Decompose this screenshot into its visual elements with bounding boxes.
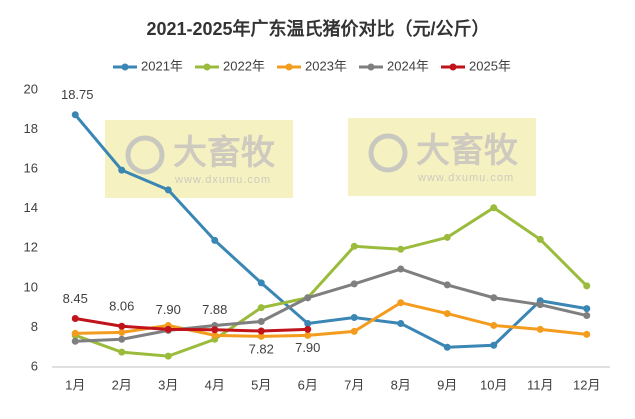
data-point — [583, 282, 591, 290]
data-point — [350, 327, 358, 335]
legend-label: 2021年 — [141, 58, 183, 73]
y-tick-label: 18 — [24, 121, 38, 136]
data-point — [211, 236, 219, 244]
legend-marker — [285, 63, 293, 71]
data-point — [164, 352, 172, 360]
x-tick-label: 4月 — [205, 377, 225, 392]
watermark-logo — [368, 133, 408, 173]
x-tick-label: 5月 — [251, 377, 271, 392]
legend-label: 2025年 — [469, 58, 511, 73]
data-point — [536, 325, 544, 333]
watermark-box — [105, 120, 293, 198]
data-point — [536, 301, 544, 309]
y-tick-label: 6 — [31, 358, 38, 373]
data-point — [350, 314, 358, 322]
data-point — [71, 337, 79, 345]
series-line — [75, 317, 308, 333]
data-point — [304, 331, 312, 339]
data-point — [443, 281, 451, 289]
watermark-brand: 大畜牧 — [416, 131, 519, 170]
legend-label: 2022年 — [223, 58, 265, 73]
data-point — [304, 325, 312, 333]
data-point — [118, 348, 126, 356]
data-label: 7.90 — [156, 302, 181, 317]
x-tick-label: 9月 — [437, 377, 457, 392]
data-label: 18.75 — [61, 87, 94, 102]
x-tick-label: 3月 — [158, 377, 178, 392]
x-tick-label: 1月 — [65, 377, 85, 392]
data-point — [71, 111, 79, 119]
watermark-brand: 大畜牧 — [173, 133, 276, 172]
data-point — [443, 310, 451, 318]
watermark-box — [348, 118, 536, 196]
data-point — [257, 279, 265, 287]
x-tick-label: 11月 — [527, 377, 554, 392]
chart-title: 2021-2025年广东温氏猪价对比（元/公斤） — [146, 18, 489, 39]
legend-label: 2023年 — [305, 58, 347, 73]
data-point — [71, 315, 79, 323]
legend-marker — [449, 63, 457, 71]
data-label: 7.82 — [249, 341, 274, 356]
data-point — [490, 341, 498, 349]
data-point — [490, 204, 498, 212]
y-tick-label: 10 — [24, 279, 38, 294]
legend-marker — [203, 63, 211, 71]
data-point — [350, 280, 358, 288]
x-tick-label: 6月 — [298, 377, 318, 392]
data-point — [118, 335, 126, 343]
legend-marker — [121, 63, 129, 71]
x-tick-label: 10月 — [480, 377, 507, 392]
data-point — [397, 299, 405, 307]
data-point — [304, 319, 312, 327]
series-line — [75, 267, 588, 343]
y-tick-label: 16 — [24, 161, 38, 176]
data-label: 8.45 — [63, 291, 88, 306]
series-line — [74, 113, 588, 349]
data-point — [257, 332, 265, 340]
y-tick-label: 20 — [24, 81, 38, 96]
data-point — [164, 186, 172, 194]
x-tick-label: 7月 — [344, 377, 364, 392]
data-label: 7.88 — [202, 302, 227, 317]
data-point — [118, 328, 126, 336]
y-tick-label: 14 — [24, 200, 38, 215]
data-point — [257, 317, 265, 325]
data-point — [490, 321, 498, 329]
data-point — [583, 305, 591, 313]
data-point — [443, 233, 451, 241]
legend-label: 2024年 — [387, 58, 429, 73]
data-point — [118, 322, 126, 330]
data-point — [443, 343, 451, 351]
data-point — [257, 304, 265, 312]
watermark-url: www.dxumu.com — [174, 174, 271, 186]
watermark-url: www.dxumu.com — [417, 172, 514, 184]
data-point — [583, 312, 591, 320]
x-tick-label: 8月 — [391, 377, 411, 392]
data-point — [164, 325, 172, 333]
data-point — [71, 329, 79, 337]
data-point — [583, 330, 591, 338]
data-point — [397, 245, 405, 253]
data-point — [397, 319, 405, 327]
data-point — [211, 326, 219, 334]
x-tick-label: 2月 — [112, 377, 132, 392]
y-tick-label: 12 — [24, 240, 38, 255]
data-point — [397, 265, 405, 273]
series-line — [75, 301, 587, 338]
data-point — [304, 294, 312, 302]
data-point — [536, 235, 544, 243]
y-tick-label: 8 — [31, 319, 38, 334]
watermark-logo — [125, 135, 165, 175]
data-label: 7.90 — [295, 340, 320, 355]
legend-marker — [367, 63, 375, 71]
data-point — [211, 331, 219, 339]
data-point — [350, 242, 358, 250]
data-label: 8.06 — [109, 299, 134, 314]
data-point — [118, 166, 126, 174]
x-tick-label: 12月 — [573, 377, 600, 392]
data-point — [257, 327, 265, 335]
series-line — [74, 205, 588, 358]
data-point — [490, 294, 498, 302]
